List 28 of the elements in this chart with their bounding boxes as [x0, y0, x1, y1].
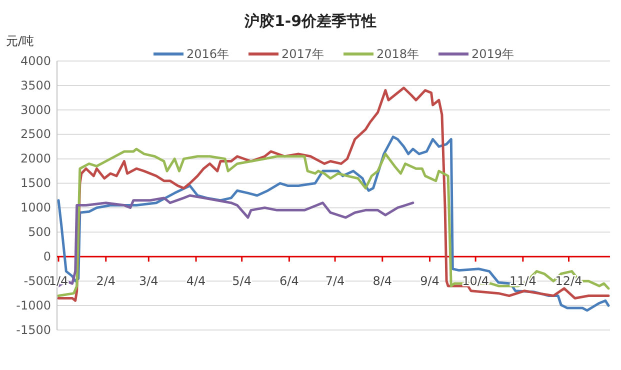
- legend-label: 2016年: [186, 47, 230, 61]
- legend-label: 2017年: [282, 47, 324, 61]
- y-tick-label: -1000: [16, 298, 51, 312]
- y-tick-label: 1500: [20, 176, 51, 190]
- y-tick-label: 1000: [20, 200, 51, 215]
- y-tick-label: 3000: [20, 102, 51, 117]
- x-tick-label: 12/4: [555, 274, 582, 288]
- y-tick-label: -500: [24, 274, 51, 288]
- chart-title: 沪胶1-9价差季节性: [243, 12, 377, 30]
- y-tick-label: 3500: [20, 78, 51, 92]
- y-tick-label: 0: [43, 249, 51, 264]
- x-tick-label: 5/4: [232, 274, 252, 288]
- legend-label: 2019年: [472, 47, 514, 61]
- y-tick-label: 4000: [20, 54, 51, 68]
- y-tick-label: 2000: [20, 152, 51, 166]
- x-tick-label: 8/4: [372, 274, 392, 288]
- x-tick-label: 6/4: [280, 274, 299, 288]
- y-tick-label: 2500: [20, 127, 51, 142]
- x-tick-label: 9/4: [420, 274, 440, 288]
- x-tick-label: 1/4: [48, 274, 68, 288]
- x-tick-label: 7/4: [325, 274, 345, 288]
- x-tick-label: 4/4: [186, 274, 206, 288]
- legend-label: 2018年: [376, 47, 420, 61]
- y-axis-title: 元/吨: [6, 34, 34, 48]
- x-tick-label: 3/4: [139, 274, 158, 288]
- y-tick-label: -1500: [16, 322, 51, 337]
- y-tick-label: 500: [28, 225, 51, 240]
- x-tick-label: 2/4: [96, 274, 116, 288]
